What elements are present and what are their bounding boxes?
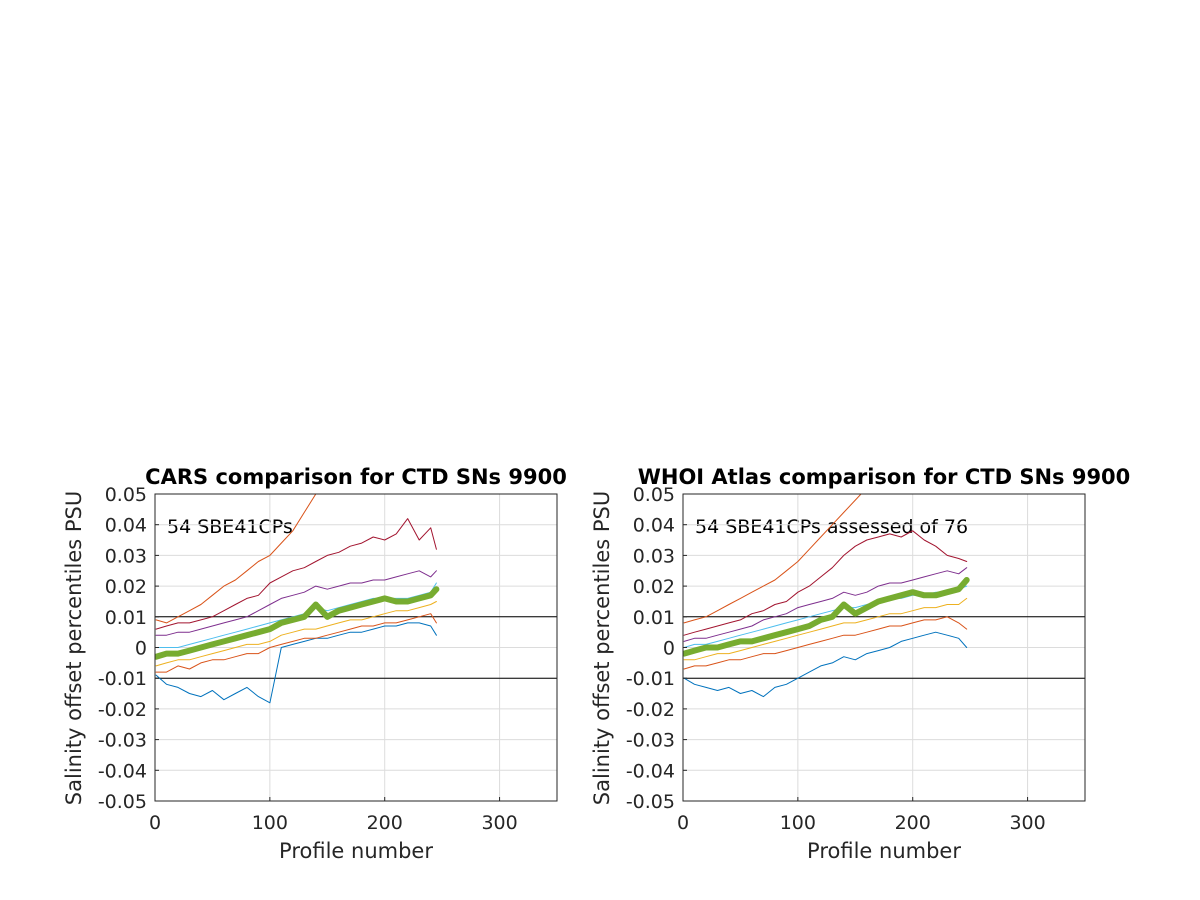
y-axis-label: Salinity offset percentiles PSU — [590, 491, 614, 805]
series-group — [155, 494, 440, 704]
series-line-p10 — [155, 613, 437, 673]
series-line-p10 — [155, 494, 317, 624]
series-line-p10 — [683, 616, 968, 670]
series-line-p90 — [683, 567, 968, 642]
chart-annotation: 54 SBE41CPs — [167, 516, 293, 538]
y-tick-label: 0.04 — [105, 515, 147, 537]
y-tick-label: 0 — [663, 638, 675, 660]
series-line-p5 — [155, 622, 437, 704]
y-axis-label: Salinity offset percentiles PSU — [62, 491, 86, 805]
y-tick-label: -0.02 — [626, 699, 675, 721]
y-tick-label: 0.01 — [633, 607, 675, 629]
y-tick-label: 0.05 — [105, 484, 147, 506]
y-tick-label: -0.05 — [98, 791, 147, 813]
series-line-p90 — [155, 570, 437, 636]
x-tick-label: 100 — [780, 812, 816, 834]
chart-title: WHOI Atlas comparison for CTD SNs 9900 — [638, 465, 1131, 489]
chart-title: CARS comparison for CTD SNs 9900 — [145, 465, 567, 489]
x-tick-label: 300 — [481, 812, 517, 834]
y-tick-label: 0.01 — [105, 607, 147, 629]
y-tick-label: 0.03 — [633, 545, 675, 567]
series-line-p95 — [683, 530, 968, 636]
plot-area: 0 100 200 300 0.05 0.04 0.03 0.02 0.01 0 -0.01 -0.0… — [626, 484, 1086, 834]
y-tick-label: 0.05 — [633, 484, 675, 506]
y-tick-label: -0.04 — [626, 760, 675, 782]
y-tick-label: 0 — [135, 638, 147, 660]
series-line-p50 — [683, 577, 970, 657]
x-axis-label: Profile number — [807, 839, 961, 863]
series-line-p10 — [683, 494, 862, 624]
chart-annotation: 54 SBE41CPs assessed of 76 — [695, 516, 968, 538]
x-tick-label: 0 — [149, 812, 161, 834]
series-line-p50 — [155, 586, 440, 660]
y-tick-label: 0.03 — [105, 545, 147, 567]
series-group — [683, 494, 970, 698]
series-line-p25 — [155, 601, 437, 667]
x-tick-label: 100 — [252, 812, 288, 834]
series-line-p95 — [155, 518, 437, 630]
y-tick-label: -0.03 — [98, 730, 147, 752]
y-tick-label: 0.02 — [633, 576, 675, 598]
y-tick-label: -0.05 — [626, 791, 675, 813]
series-line-p5 — [683, 631, 968, 698]
y-tick-label: -0.02 — [98, 699, 147, 721]
y-tick-label: -0.03 — [626, 730, 675, 752]
series-line-p25 — [683, 597, 968, 661]
x-tick-label: 0 — [677, 812, 689, 834]
x-tick-label: 300 — [1009, 812, 1045, 834]
x-tick-label: 200 — [367, 812, 403, 834]
y-tick-label: 0.04 — [633, 515, 675, 537]
y-tick-label: -0.01 — [626, 668, 675, 690]
chart-panel-whoi: WHOI Atlas comparison for CTD SNs 9900 S… — [590, 465, 1131, 863]
y-tick-label: -0.04 — [98, 760, 147, 782]
x-axis-label: Profile number — [279, 839, 433, 863]
y-tick-label: -0.01 — [98, 668, 147, 690]
x-tick-label: 200 — [895, 812, 931, 834]
y-tick-label: 0.02 — [105, 576, 147, 598]
chart-panel-cars: CARS comparison for CTD SNs 9900 Salinit… — [62, 465, 567, 863]
plot-area: 0 100 200 300 0.05 0.04 0.03 0.02 0.01 0 -0.01 -0.0… — [98, 484, 558, 834]
